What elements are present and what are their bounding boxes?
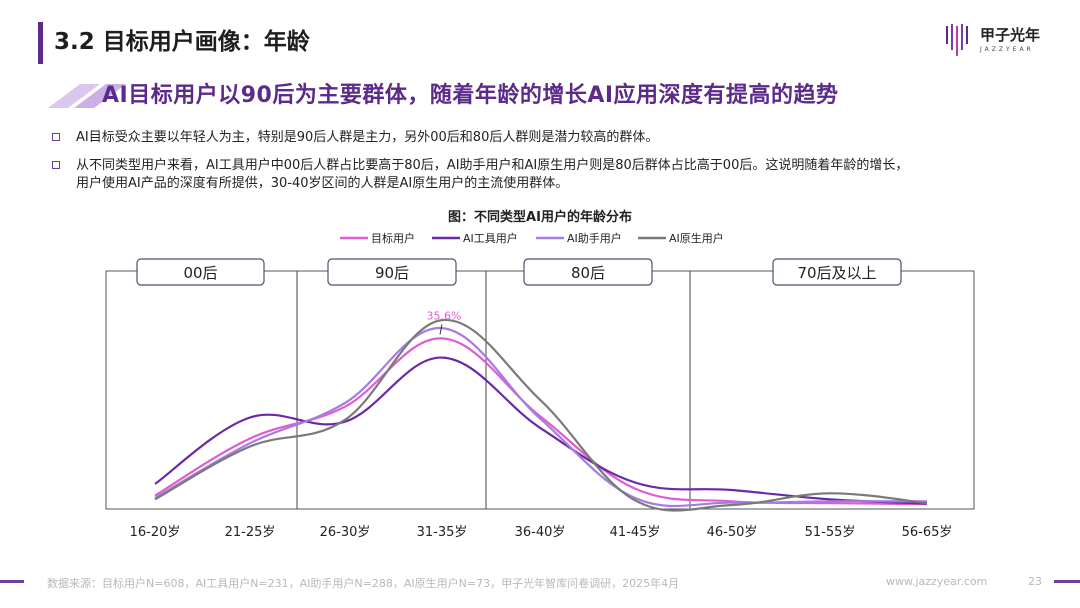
footer-accent-left xyxy=(0,580,24,583)
logo-text-en: JAZZYEAR xyxy=(980,46,1034,53)
age-group-box xyxy=(136,258,265,286)
legend-label: AI工具用户 xyxy=(463,231,518,245)
subtitle-band: AI目标用户以90后为主要群体，随着年龄的增长AI应用深度有提高的趋势 xyxy=(40,78,900,114)
jazzyear-logo: 甲子光年 JAZZYEAR xyxy=(944,22,1054,62)
annotation-leader xyxy=(439,324,443,335)
x-tick-label: 26-30岁 xyxy=(320,525,371,540)
series-line xyxy=(154,326,928,508)
annotation-label: 35.6% xyxy=(427,309,462,322)
age-group-dividers xyxy=(296,271,691,509)
footer-url[interactable]: www.jazzyear.com xyxy=(886,575,988,588)
title-accent-bar xyxy=(38,22,43,64)
legend-label: AI原生用户 xyxy=(669,231,724,245)
series-line xyxy=(154,318,928,512)
x-tick-label: 46-50岁 xyxy=(707,525,758,540)
subtitle-stripes xyxy=(48,84,126,108)
age-group-label: 00后 xyxy=(183,264,217,282)
bullet-text: AI目标受众主要以年轻人为主，特别是90后人群是主力，另外00后和80后人群则是… xyxy=(76,130,659,145)
footer-source: 数据来源：目标用户N=608，AI工具用户N=231，AI助手用户N=288，A… xyxy=(47,577,680,590)
age-group-label: 80后 xyxy=(571,264,605,282)
legend-label: 目标用户 xyxy=(371,231,415,245)
x-tick-label: 56-65岁 xyxy=(902,525,953,540)
x-tick-label: 51-55岁 xyxy=(805,525,856,540)
series-line xyxy=(154,337,928,506)
page-number: 23 xyxy=(1028,575,1042,588)
age-group-box xyxy=(772,258,902,286)
chart-title: 图：不同类型AI用户的年龄分布 xyxy=(448,210,632,225)
age-distribution-chart: 目标用户 AI工具用户 AI助手用户 AI原生用户 00后 90后 80后 70后及以上 3… xyxy=(105,231,975,540)
x-axis-ticks: 16-20岁 21-25岁 26-30岁 31-35岁 36-40岁 41-45岁 46-5… xyxy=(130,525,953,540)
title-bar: 3.2 目标用户画像：年龄 xyxy=(38,18,738,66)
chart-legend: 目标用户 AI工具用户 AI助手用户 AI原生用户 xyxy=(340,231,724,245)
bullet-square-icon xyxy=(52,161,60,169)
x-tick-label: 21-25岁 xyxy=(225,525,276,540)
bullet-text-line1: 从不同类型用户来看，AI工具用户中00后人群占比要高于80后，AI助手用户和AI… xyxy=(76,158,909,173)
bullet-square-icon xyxy=(52,133,60,141)
logo-text-cn: 甲子光年 xyxy=(980,26,1041,44)
footer-accent-right xyxy=(1054,580,1080,583)
series-line xyxy=(154,356,928,505)
page-title: 3.2 目标用户画像：年龄 xyxy=(54,29,310,55)
age-group-box xyxy=(523,258,653,286)
x-tick-label: 41-45岁 xyxy=(610,525,661,540)
logo-bars-icon xyxy=(946,24,968,56)
age-group-label: 90后 xyxy=(375,264,409,282)
plot-frame xyxy=(105,270,975,510)
chart-series xyxy=(154,318,928,512)
age-group-label: 70后及以上 xyxy=(797,264,876,282)
age-group-box xyxy=(327,258,457,286)
x-tick-label: 16-20岁 xyxy=(130,525,181,540)
legend-label: AI助手用户 xyxy=(567,231,622,245)
x-tick-label: 36-40岁 xyxy=(515,525,566,540)
x-tick-label: 31-35岁 xyxy=(417,525,468,540)
subtitle: AI目标用户以90后为主要群体，随着年龄的增长AI应用深度有提高的趋势 xyxy=(102,83,839,108)
bullet-text-line2: 用户使用AI产品的深度有所提供，30-40岁区间的人群是AI原生用户的主流使用群… xyxy=(76,176,569,191)
age-group-labels: 00后 90后 80后 70后及以上 xyxy=(136,258,902,286)
chart-annotations: 35.6% xyxy=(427,309,462,335)
